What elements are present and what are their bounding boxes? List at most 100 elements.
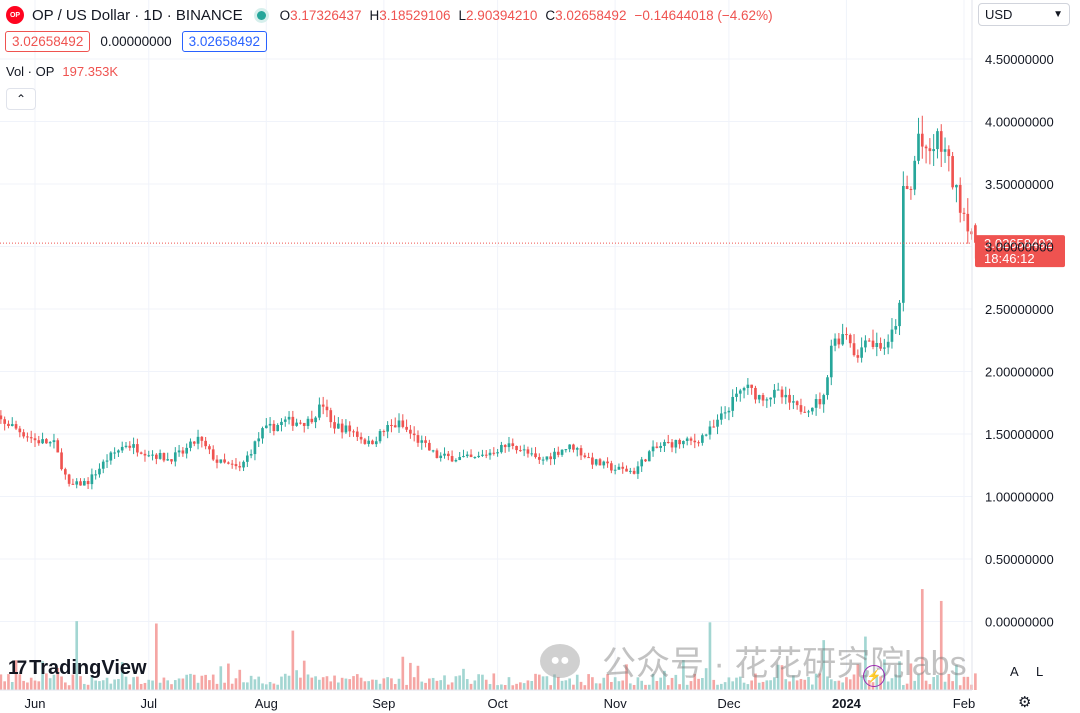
volume-bar (208, 680, 211, 690)
candle-body (409, 429, 412, 434)
volume-bar (754, 673, 757, 690)
candle-body (814, 399, 818, 408)
candle-body (302, 422, 306, 426)
volume-bar (26, 682, 29, 690)
candle-body (98, 468, 101, 475)
collapse-legend-button[interactable]: ⌃ (6, 88, 36, 110)
volume-bar (666, 685, 670, 690)
volume-bar (287, 675, 291, 690)
volume-bar (41, 661, 44, 690)
candle-body (932, 149, 935, 152)
volume-bar (166, 680, 170, 690)
candle-body (64, 469, 67, 475)
candle-body (196, 436, 200, 444)
candle-body (22, 432, 25, 437)
log-scale-button[interactable]: L (1036, 664, 1044, 679)
sell-price-button[interactable]: 3.02658492 (5, 31, 91, 52)
symbol-title[interactable]: OP / US Dollar · 1D · BINANCE (32, 6, 243, 24)
flash-icon[interactable]: ⚡ (863, 665, 885, 687)
spread-value: 0.00000000 (100, 34, 172, 49)
candle-body (10, 424, 14, 426)
candle-body (105, 460, 109, 462)
candle-body (162, 452, 166, 461)
volume-bar (310, 677, 314, 690)
chevron-up-icon: ⌃ (15, 92, 27, 106)
volume-bar (348, 679, 352, 690)
candle-body (701, 435, 704, 443)
market-status-icon[interactable] (256, 10, 266, 20)
volume-bar (227, 663, 230, 690)
ohlc-open: O3.17326437 (279, 7, 362, 23)
watermark-text: 公众号 · 花花研究院labs (602, 645, 967, 683)
candle-body (727, 410, 731, 413)
candle-body (238, 466, 242, 468)
volume-bar (795, 680, 799, 690)
volume-bar (302, 660, 306, 690)
volume-bar (742, 682, 746, 690)
tradingview-logo[interactable]: 17 TradingView (8, 657, 147, 680)
volume-bar (568, 678, 571, 690)
candle-body (591, 457, 594, 465)
volume-bar (181, 678, 185, 690)
candle-body (446, 453, 450, 457)
volume-bar (238, 669, 242, 690)
buy-price-button[interactable]: 3.02658492 (181, 31, 267, 52)
volume-bar (750, 680, 753, 690)
candle-body (488, 452, 492, 456)
bar-countdown: 18:46:12 (984, 251, 1035, 266)
candle-body (644, 459, 647, 462)
volume-bar (124, 676, 128, 690)
candle-body (712, 426, 716, 428)
candle-body (208, 446, 211, 450)
candle-body (519, 450, 522, 452)
candle-body (352, 431, 355, 433)
candlesticks (0, 115, 977, 490)
volume-bar (955, 665, 958, 690)
volume-bar (606, 674, 609, 690)
volume-bar (799, 678, 803, 690)
volume-bar (246, 682, 249, 690)
candle-body (424, 440, 427, 443)
y-tick-label: 1.00000000 (985, 490, 1054, 505)
candle-body (568, 444, 571, 450)
volume-bar (291, 630, 295, 690)
volume-bar (894, 674, 898, 690)
candle-body (469, 454, 473, 458)
volume-bar (352, 676, 355, 690)
volume-bar (761, 681, 765, 690)
chevron-down-icon: ▼ (1053, 9, 1063, 20)
volume-legend: Vol · OP 197.353K (6, 64, 118, 79)
candle-body (799, 405, 803, 412)
candle-body (481, 454, 484, 456)
volume-bar (325, 676, 329, 690)
candle-body (757, 395, 761, 400)
candle-body (666, 441, 670, 443)
volume-value: 197.353K (62, 64, 119, 79)
candle-body (90, 474, 94, 485)
candle-body (37, 440, 41, 444)
volume-bar (3, 681, 6, 690)
candle-body (405, 426, 408, 430)
volume-bar (204, 674, 207, 690)
volume-bar (75, 621, 79, 690)
candle-body (60, 452, 63, 470)
candle-body (268, 423, 272, 426)
volume-bar (177, 678, 181, 690)
volume-bar (314, 676, 317, 690)
candle-body (943, 149, 947, 152)
tradingview-logo-icon: 17 (8, 657, 27, 679)
currency-select[interactable]: USD ▼ (978, 3, 1070, 26)
volume-bar (443, 675, 446, 690)
candle-body (189, 441, 192, 448)
volume-bar (337, 682, 340, 690)
candle-body (136, 444, 139, 453)
candle-body (564, 449, 568, 451)
y-tick-label: 1.50000000 (985, 427, 1054, 442)
volume-bar (640, 680, 644, 690)
candle-body (879, 343, 882, 349)
candle-body (230, 463, 234, 465)
auto-scale-button[interactable]: A (1010, 664, 1019, 679)
candle-body (754, 387, 757, 400)
gear-icon[interactable]: ⚙ (1018, 694, 1032, 711)
